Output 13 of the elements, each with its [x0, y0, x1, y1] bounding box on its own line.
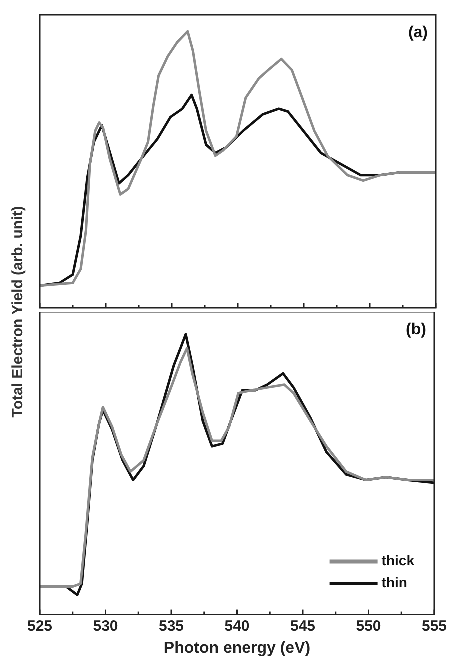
x-tick-label: 540 — [224, 618, 250, 635]
x-tick-label: 545 — [290, 618, 316, 635]
x-tick-label: 535 — [158, 618, 184, 635]
x-tick-label: 550 — [356, 618, 382, 635]
x-axis-title: Photon energy (eV) — [164, 640, 311, 657]
y-axis-title: Total Electron Yield (arb. unit) — [10, 206, 26, 418]
x-tick-label: 555 — [422, 618, 447, 635]
x-tick-label: 530 — [93, 618, 118, 635]
annotation: (b) — [406, 321, 426, 338]
annotation: (a) — [408, 24, 428, 42]
x-tick-label: 525 — [27, 618, 53, 635]
legend-label: thick — [382, 552, 415, 569]
legend-label: thin — [382, 574, 408, 591]
